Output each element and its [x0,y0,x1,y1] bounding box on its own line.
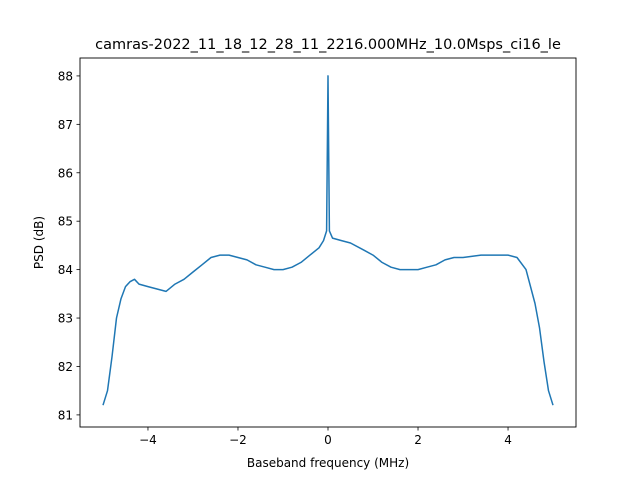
x-tick-label: −4 [139,433,157,447]
y-tick-label: 88 [58,69,73,83]
x-tick-label: 2 [414,433,422,447]
y-tick-label: 82 [58,360,73,374]
x-tick-label: 4 [504,433,512,447]
x-tick-label: −2 [229,433,247,447]
y-tick-label: 84 [58,263,73,277]
x-tick-label: 0 [324,433,332,447]
series-line-psd [102,75,554,406]
chart-title: camras-2022_11_18_12_28_11_2216.000MHz_1… [95,37,561,53]
x-axis-label: Baseband frequency (MHz) [247,456,409,470]
y-tick-label: 86 [58,166,73,180]
y-tick-label: 87 [58,118,73,132]
plot-frame [79,57,577,428]
y-axis-label: PSD (dB) [32,216,46,269]
y-tick-label: 85 [58,215,73,229]
y-tick-label: 83 [58,312,73,326]
y-tick-label: 81 [58,408,73,422]
